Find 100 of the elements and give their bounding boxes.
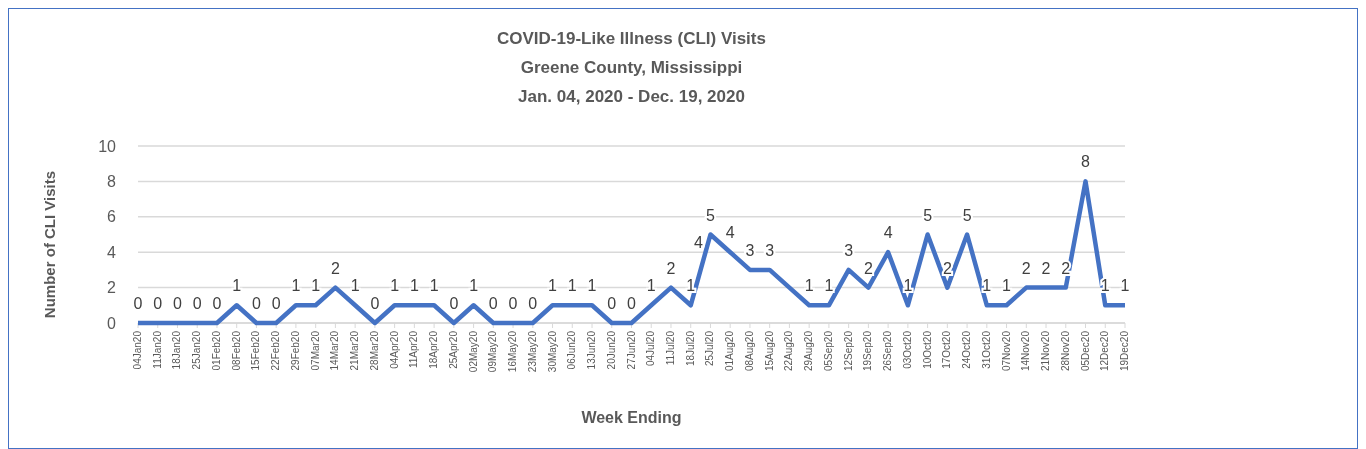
x-tick-label: 09May20: [487, 330, 499, 373]
data-label: 3: [765, 241, 775, 259]
x-tick-label: 28Nov20: [1059, 330, 1071, 372]
x-tick-label: 25Jul20: [704, 330, 716, 367]
x-tick-label: 02May20: [467, 330, 479, 373]
data-label: 5: [962, 206, 972, 224]
data-label: 1: [232, 277, 242, 295]
x-tick-label: 17Oct20: [941, 330, 953, 369]
data-label: 1: [1002, 277, 1012, 295]
x-tick-label: 13Jun20: [586, 330, 598, 370]
x-tick-label: 12Sep20: [842, 330, 854, 372]
data-label: 4: [725, 224, 735, 242]
x-tick-label: 15Aug20: [763, 330, 775, 372]
data-label: 1: [291, 277, 301, 295]
data-label: 0: [449, 295, 459, 312]
x-tick-label: 14Mar20: [329, 330, 341, 371]
data-label: 0: [173, 295, 183, 312]
x-tick-label: 26Sep20: [882, 330, 894, 372]
data-label: 0: [508, 295, 518, 312]
x-tick-label: 01Feb20: [210, 330, 222, 371]
data-label: 1: [390, 277, 400, 295]
x-tick-label: 08Feb20: [230, 330, 242, 371]
data-label: 0: [153, 295, 163, 312]
x-tick-label: 25Jan20: [191, 330, 203, 370]
x-tick-label: 07Nov20: [1000, 330, 1012, 372]
x-tick-label: 18Jan20: [171, 330, 183, 370]
data-label: 1: [429, 277, 439, 295]
data-label: 2: [1041, 259, 1051, 277]
x-tick-label: 18Jul20: [684, 330, 696, 367]
data-label: 2: [942, 259, 952, 277]
data-label: 1: [567, 277, 577, 295]
data-label: 2: [1021, 259, 1031, 277]
x-tick-label: 20Jun20: [605, 330, 617, 370]
data-label: 5: [706, 206, 716, 224]
data-label: 2: [330, 259, 340, 277]
data-label: 8: [1081, 153, 1091, 171]
data-label: 0: [488, 295, 498, 312]
data-label: 0: [192, 295, 202, 312]
line-series: [135, 179, 1128, 326]
x-tick-label: 10Oct20: [921, 330, 933, 369]
data-label: 2: [863, 259, 873, 277]
x-tick-label: 19Dec20: [1119, 330, 1130, 372]
data-label: 0: [251, 295, 261, 312]
data-label: 3: [745, 241, 755, 259]
data-label: 0: [528, 295, 538, 312]
x-tick-label: 18Apr20: [428, 330, 440, 369]
data-label: 0: [212, 295, 222, 312]
data-label: 1: [409, 277, 419, 295]
data-label: 3: [844, 241, 854, 259]
chart-subtitle: Greene County, Mississippi Jan. 04, 2020 - Dec. 19, 2020: [518, 58, 745, 106]
data-label: 1: [686, 277, 696, 295]
data-label: 0: [607, 295, 617, 312]
data-label: 0: [370, 295, 380, 312]
x-tick-label: 12Dec20: [1099, 330, 1111, 372]
x-axis-title: Week Ending: [581, 409, 682, 426]
x-tick-label: 24Oct20: [961, 330, 973, 369]
data-label: 0: [627, 295, 637, 312]
x-tick-label: 11Jan20: [151, 330, 163, 369]
x-tick-label: 22Feb20: [270, 330, 282, 371]
x-tick-label: 31Oct20: [980, 330, 992, 369]
data-label: 1: [548, 277, 558, 295]
data-label: 1: [804, 277, 814, 295]
x-tick-label: 05Dec20: [1079, 330, 1091, 372]
data-label: 1: [1120, 277, 1130, 295]
x-tick-label: 27Jun20: [625, 330, 637, 370]
x-tick-label: 19Sep20: [862, 330, 874, 372]
y-axis-title: Number of CLI Visits: [41, 170, 58, 319]
x-tick-label: 21Mar20: [349, 330, 361, 371]
x-tick-label: 01Aug20: [724, 330, 736, 372]
x-tick-label: 04Jul20: [645, 330, 657, 367]
y-tick-label: 6: [107, 208, 117, 226]
x-tick-label: 15Feb20: [250, 330, 262, 371]
data-label: 1: [646, 277, 656, 295]
data-label: 1: [824, 277, 834, 295]
x-tick-label: 14Nov20: [1020, 330, 1032, 372]
x-tick-label: 28Mar20: [368, 330, 380, 371]
x-tick-label: 22Aug20: [783, 330, 795, 372]
x-tick-label: 04Jan20: [132, 330, 143, 370]
x-tick-label: 30May20: [546, 330, 558, 373]
data-label: 1: [982, 277, 992, 295]
data-label: 0: [271, 295, 281, 312]
y-tick-label: 10: [98, 137, 117, 155]
y-tick-label: 0: [107, 314, 117, 332]
x-tick-label: 03Oct20: [901, 330, 913, 369]
y-tick-label: 8: [107, 173, 117, 190]
data-label: 1: [587, 277, 597, 295]
x-tick-label: 25Apr20: [447, 330, 459, 369]
data-label: 5: [923, 206, 933, 224]
x-tick-label: 11Jul20: [664, 330, 676, 366]
data-label: 1: [469, 277, 479, 295]
x-tick-label: 16May20: [507, 330, 519, 373]
x-tick-label: 06Jun20: [566, 330, 578, 370]
data-label: 1: [311, 277, 321, 295]
x-tick-label: 23May20: [526, 330, 538, 373]
data-label: 4: [883, 224, 893, 242]
chart-title: COVID-19-Like Illness (CLI) Visits: [497, 29, 766, 48]
data-label: 1: [350, 277, 360, 295]
data-label: 1: [903, 277, 913, 295]
x-tick-label: 07Mar20: [309, 330, 321, 371]
y-tick-label: 4: [107, 243, 117, 261]
